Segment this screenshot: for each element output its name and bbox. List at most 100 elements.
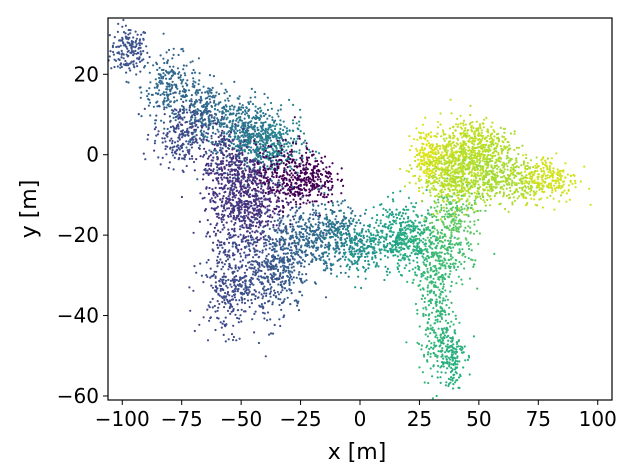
data-point	[282, 162, 285, 165]
data-point	[209, 95, 212, 98]
data-point	[228, 180, 231, 183]
data-point	[212, 170, 215, 173]
data-point	[368, 223, 371, 226]
data-point	[392, 231, 395, 234]
data-point	[282, 210, 285, 214]
data-point	[237, 321, 240, 324]
data-point	[279, 298, 282, 301]
data-point	[165, 134, 168, 137]
data-point	[240, 187, 243, 190]
data-point	[189, 309, 192, 312]
data-point	[231, 289, 235, 293]
data-point	[276, 181, 279, 184]
data-point	[204, 150, 207, 153]
data-point	[215, 177, 218, 180]
data-point	[271, 175, 274, 178]
data-point	[122, 44, 125, 47]
data-point	[356, 244, 359, 247]
data-point	[250, 135, 253, 138]
data-point	[270, 249, 274, 252]
data-point	[286, 275, 290, 278]
data-point	[185, 130, 188, 133]
data-point	[324, 185, 327, 188]
data-point	[249, 193, 252, 196]
data-point	[188, 109, 191, 112]
data-point	[425, 188, 428, 192]
data-point	[373, 238, 376, 242]
data-point	[240, 285, 243, 288]
data-point	[290, 183, 293, 186]
data-point	[375, 221, 378, 224]
data-point	[253, 312, 256, 315]
data-point	[177, 158, 180, 161]
data-point	[254, 175, 257, 178]
data-point	[252, 125, 255, 129]
data-point	[294, 190, 297, 193]
data-point	[289, 169, 292, 172]
data-point	[281, 187, 284, 190]
data-point	[265, 155, 268, 158]
data-point	[192, 68, 195, 72]
data-point	[271, 163, 274, 166]
data-point	[230, 160, 233, 163]
data-point	[290, 176, 293, 179]
data-point	[138, 86, 141, 89]
data-point	[291, 178, 295, 181]
data-point	[267, 124, 270, 127]
data-point	[154, 126, 157, 129]
data-point	[218, 149, 222, 152]
data-point	[198, 323, 201, 326]
data-point	[233, 241, 236, 244]
data-point	[350, 211, 353, 214]
data-point	[305, 156, 308, 159]
data-point	[331, 186, 334, 189]
data-point	[235, 119, 238, 122]
data-point	[188, 99, 191, 102]
data-point	[254, 310, 257, 313]
data-point	[303, 187, 306, 190]
data-point	[381, 229, 384, 232]
data-point	[295, 158, 298, 161]
data-point	[356, 262, 359, 266]
data-point	[263, 238, 266, 241]
data-point	[427, 284, 430, 287]
data-point	[117, 22, 120, 25]
data-point	[268, 209, 271, 212]
data-point	[173, 130, 176, 133]
data-point	[331, 162, 334, 165]
data-point	[212, 168, 215, 171]
data-point	[412, 205, 415, 208]
data-point	[225, 108, 228, 112]
data-point	[252, 283, 255, 286]
data-point	[407, 208, 410, 211]
data-point	[322, 262, 325, 265]
data-point	[293, 269, 296, 272]
data-point	[278, 163, 281, 166]
data-point	[142, 31, 145, 34]
data-point	[171, 146, 174, 149]
data-point	[172, 126, 175, 129]
data-point	[248, 142, 251, 145]
data-point	[260, 210, 263, 213]
data-point	[249, 211, 252, 214]
data-point	[169, 92, 172, 95]
data-point	[255, 202, 258, 205]
data-point	[126, 36, 129, 39]
data-point	[164, 147, 167, 151]
data-point	[192, 231, 195, 234]
data-point	[155, 61, 158, 64]
data-point	[227, 207, 231, 210]
data-point	[269, 268, 272, 271]
data-point	[274, 183, 277, 186]
data-point	[234, 123, 237, 126]
data-point	[204, 124, 207, 127]
data-point	[178, 90, 181, 93]
data-point	[269, 283, 272, 286]
data-point	[263, 167, 266, 170]
data-point	[251, 263, 254, 266]
data-point	[250, 87, 253, 90]
data-point	[272, 182, 275, 185]
data-point	[384, 249, 387, 252]
scatter-points	[107, 18, 592, 400]
data-point	[197, 57, 200, 60]
